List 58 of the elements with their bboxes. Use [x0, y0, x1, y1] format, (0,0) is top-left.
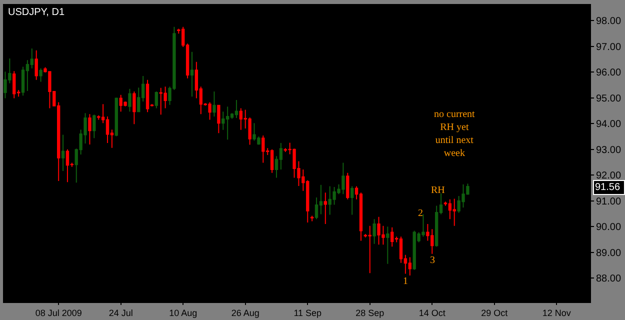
candlestick: [154, 91, 158, 109]
candlestick: [346, 172, 350, 200]
x-tick-label: 29 Oct: [481, 308, 508, 318]
candlestick: [34, 50, 38, 80]
x-tick-label: 12 Nov: [542, 308, 572, 318]
candlestick: [452, 198, 456, 226]
x-tick-label: 10 Aug: [169, 308, 198, 318]
x-tick-label: 11 Sep: [294, 308, 322, 318]
candlestick: [39, 68, 42, 82]
candlestick: [114, 97, 118, 137]
candlestick: [324, 192, 327, 225]
candlestick: [262, 135, 265, 164]
candlestick: [226, 106, 230, 140]
annotation: 2: [418, 208, 423, 219]
text: 91.56: [595, 182, 620, 193]
y-tick-label: 95.00: [596, 93, 622, 104]
candlestick: [146, 79, 150, 113]
candlestick: [217, 104, 220, 134]
candlestick: [390, 226, 394, 248]
candlestick: [270, 148, 274, 174]
y-tick-label: 88.00: [596, 274, 622, 285]
y-tick-label: 91.00: [596, 196, 622, 208]
y-tick-label: 94.00: [596, 119, 622, 130]
x-tick-label: 08 Jul 2009: [35, 308, 82, 318]
candlestick: [208, 102, 212, 120]
candlestick: [128, 88, 132, 112]
candlestick: [408, 256, 412, 276]
candlestick: [92, 114, 96, 139]
candlestick: [12, 70, 16, 99]
annotation: 3: [430, 255, 435, 266]
candlestick: [212, 91, 216, 117]
candlestick: [310, 215, 314, 222]
y-tick-label: 98.00: [596, 16, 622, 28]
candlestick: [66, 148, 70, 183]
x-tick-label: 14 Oct: [418, 308, 446, 318]
candlestick: [132, 91, 136, 125]
chart-title: USDJPY, D1: [8, 7, 65, 18]
y-tick-label: 96.00: [596, 68, 622, 79]
y-tick-label: 93.00: [596, 144, 622, 156]
y-tick-label: 97.00: [596, 42, 622, 53]
candlestick: [88, 114, 92, 146]
annotation: RH: [431, 185, 445, 196]
y-tick-label: 89.00: [596, 248, 622, 259]
candlestick: [350, 186, 354, 216]
annotation: no current RH yet until next week: [434, 109, 476, 159]
candlestick: [234, 99, 238, 118]
x-tick-label: 28 Sep: [356, 308, 384, 318]
x-tick-label: 26 Aug: [231, 308, 260, 318]
candlestick: [190, 51, 194, 98]
candlestick: [372, 218, 376, 244]
annotation: 1: [403, 276, 408, 287]
candlestick: [319, 184, 323, 215]
x-tick-label: 24 Jul: [108, 308, 133, 318]
candlestick: [386, 226, 390, 264]
candlestick: [368, 225, 372, 274]
y-tick-label: 92.00: [596, 170, 622, 182]
candlestick: [61, 134, 65, 172]
y-tick-label: 90.00: [596, 222, 622, 234]
